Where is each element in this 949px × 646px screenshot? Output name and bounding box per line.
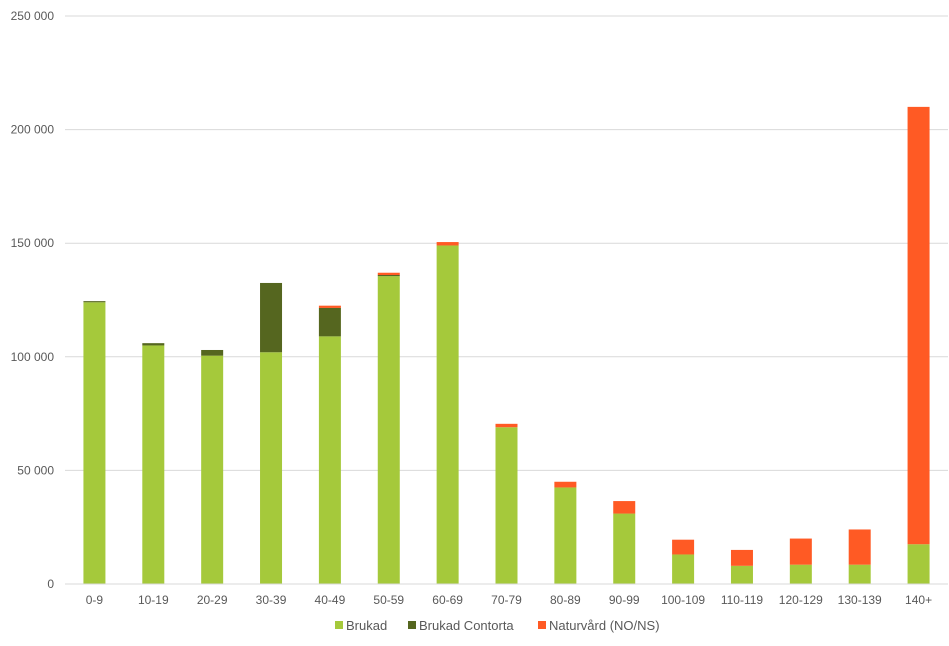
bar-segment-naturvard [789, 538, 812, 565]
bar-segment-brukad-contorta [318, 307, 341, 337]
bar-segment-brukad [318, 336, 341, 584]
bar-segment-brukad [495, 427, 518, 584]
x-tick-label: 20-29 [197, 593, 228, 607]
bar-segment-naturvard [848, 529, 871, 565]
x-tick-label: 90-99 [609, 593, 640, 607]
legend-swatch [538, 621, 546, 629]
bar-segment-naturvard [318, 305, 341, 308]
x-tick-label: 0-9 [86, 593, 104, 607]
y-tick-label: 0 [47, 577, 54, 591]
x-tick-label: 40-49 [315, 593, 346, 607]
y-tick-label: 50 000 [17, 463, 54, 477]
y-tick-label: 250 000 [11, 9, 55, 23]
bar-segment-naturvard [495, 423, 518, 428]
bar-segment-brukad [377, 276, 400, 584]
bar-segment-brukad-contorta [260, 282, 283, 353]
bar-segment-brukad [201, 355, 224, 584]
y-tick-label: 150 000 [11, 236, 55, 250]
y-axis-tick-labels: 0 50 000 100 000 150 000 200 000 250 000 [11, 9, 55, 591]
bar-segment-brukad [554, 487, 577, 584]
legend-label: Naturvård (NO/NS) [549, 618, 660, 633]
y-tick-label: 100 000 [11, 350, 55, 364]
x-tick-label: 70-79 [491, 593, 522, 607]
legend: Brukad Brukad Contorta Naturvård (NO/NS) [335, 618, 660, 633]
bar-segment-brukad-contorta [142, 343, 165, 346]
x-tick-label: 120-129 [779, 593, 823, 607]
x-tick-label: 80-89 [550, 593, 581, 607]
x-tick-label: 140+ [905, 593, 932, 607]
bar-segment-naturvard [613, 501, 636, 514]
x-tick-label: 30-39 [256, 593, 287, 607]
bar-segment-naturvard [907, 106, 930, 545]
x-tick-label: 10-19 [138, 593, 169, 607]
bar-segment-brukad [83, 302, 106, 584]
bar-segment-brukad [436, 245, 459, 585]
x-tick-label: 60-69 [432, 593, 463, 607]
bar-segment-naturvard [436, 242, 459, 246]
legend-swatch [335, 621, 343, 629]
bar-segment-brukad [907, 544, 930, 584]
bar-segment-brukad [848, 564, 871, 584]
bars [83, 106, 930, 585]
x-tick-label: 110-119 [721, 593, 764, 607]
bar-segment-brukad [789, 564, 812, 584]
y-tick-label: 200 000 [11, 123, 55, 137]
bar-segment-brukad-contorta [201, 349, 224, 356]
x-tick-label: 100-109 [661, 593, 705, 607]
bar-segment-brukad-contorta [83, 301, 106, 303]
gridlines [65, 15, 948, 471]
legend-label: Brukad Contorta [419, 618, 514, 633]
bar-segment-naturvard [377, 272, 400, 276]
bar-segment-naturvard [672, 539, 695, 555]
bar-segment-brukad [613, 513, 636, 584]
x-tick-label: 130-139 [838, 593, 882, 607]
legend-swatch [408, 621, 416, 629]
bar-segment-brukad [142, 345, 165, 584]
bar-segment-brukad [672, 554, 695, 584]
x-tick-label: 50-59 [373, 593, 404, 607]
bar-segment-brukad [730, 565, 753, 584]
bar-segment-naturvard [730, 549, 753, 566]
bar-segment-naturvard [554, 481, 577, 488]
legend-label: Brukad [346, 618, 387, 633]
x-axis-tick-labels: 0-9 10-19 20-29 30-39 40-49 50-59 60-69 70-79 80… [86, 593, 932, 607]
bar-segment-brukad-contorta [377, 275, 400, 277]
bar-segment-brukad [260, 352, 283, 584]
